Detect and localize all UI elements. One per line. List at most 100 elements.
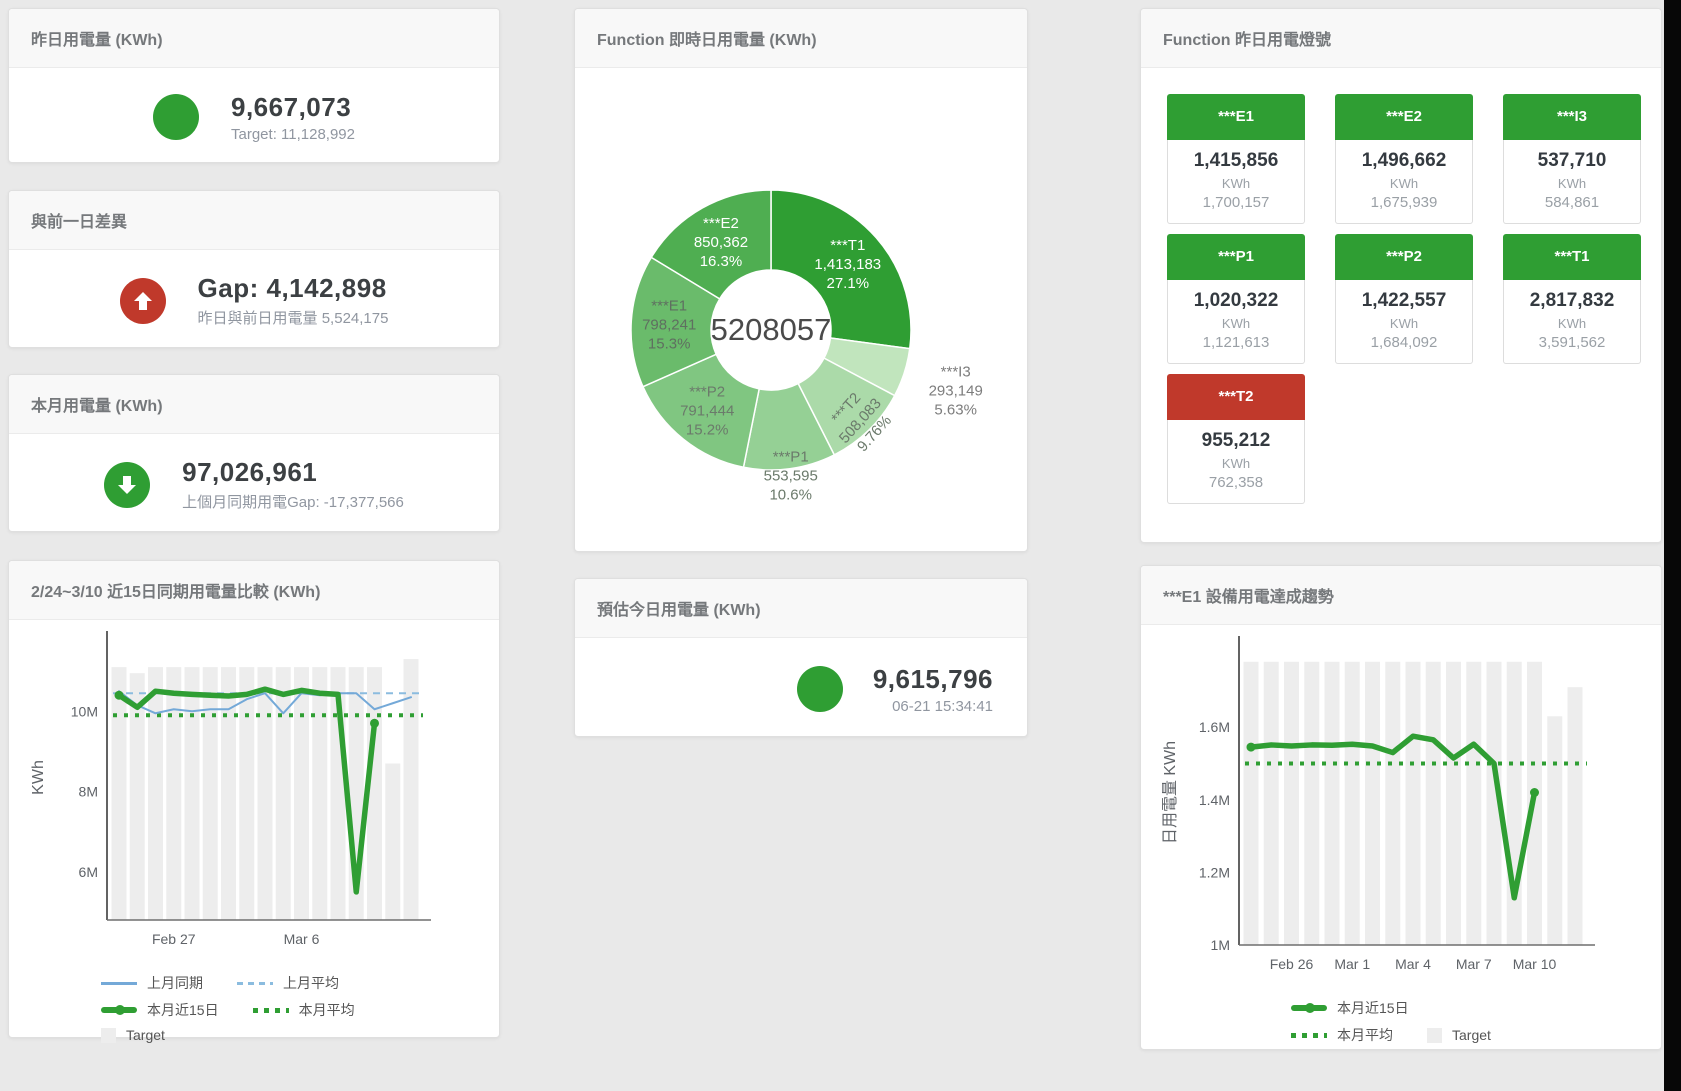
y-tick-label: 1.6M (1199, 719, 1230, 735)
target-bar (1243, 661, 1259, 945)
lamp-tile-T1[interactable]: ***T1 2,817,832 KWh 3,591,562 (1503, 234, 1641, 364)
x-tick-label: Mar 6 (284, 931, 320, 947)
tile-status-header: ***E1 (1167, 94, 1305, 140)
series-endpoint-marker (370, 718, 379, 728)
tile-status-header: ***E2 (1335, 94, 1473, 140)
y-tick-label: 1.2M (1199, 864, 1230, 880)
trend-svg: 1M 1.2M 1.4M 1.6M 日用電量 KWh Feb 26 Mar 1 Mar 4 Ma… (1162, 636, 1595, 972)
legend-label: Target (126, 1027, 165, 1043)
lamp-tile-grid: ***E1 1,415,856 KWh 1,700,157 ***E2 1,496,662… (1141, 68, 1661, 504)
card-title: Function 即時日用電量 (KWh) (575, 9, 1027, 68)
target-bar (1263, 661, 1279, 945)
tile-value: 537,710 (1537, 150, 1607, 171)
y-axis-label: KWh (30, 760, 47, 795)
target-bar (1446, 661, 1461, 945)
tile-body: 2,817,832 KWh 3,591,562 (1503, 280, 1641, 364)
lamp-tile-E2[interactable]: ***E2 1,496,662 KWh 1,675,939 (1335, 94, 1473, 224)
card-title: ***E1 設備用電達成趨勢 (1141, 566, 1661, 625)
tile-target: 3,591,562 (1538, 334, 1606, 351)
gap-value: Gap: 4,142,898 (197, 273, 387, 303)
donut-slice-E1[interactable] (630, 256, 721, 388)
legend-item-上月平均[interactable]: 上月平均 (237, 973, 339, 993)
donut-center-total: 5208057 (711, 312, 832, 347)
legend-label: 上月同期 (147, 975, 203, 991)
donut-slice-label: ***P1 553,595 10.6% (764, 449, 818, 504)
legend-item-本月近15日[interactable]: 本月近15日 (1291, 998, 1409, 1018)
legend-item-Target[interactable]: Target (1427, 1025, 1491, 1045)
card-title: Function 昨日用電燈號 (1141, 9, 1661, 68)
target-bar (1405, 661, 1421, 945)
tile-body: 955,212 KWh 762,358 (1167, 420, 1305, 504)
tile-label: ***E1 (1218, 108, 1254, 125)
legend-label: 上月平均 (283, 975, 339, 991)
lamp-tile-I3[interactable]: ***I3 537,710 KWh 584,861 (1503, 94, 1641, 224)
target-bar (1344, 661, 1360, 945)
tile-body: 1,496,662 KWh 1,675,939 (1335, 140, 1473, 224)
legend-item-本月平均[interactable]: 本月平均 (252, 1000, 355, 1020)
lamp-tile-P2[interactable]: ***P2 1,422,557 KWh 1,684,092 (1335, 234, 1473, 364)
series-line-本月近15日 (116, 686, 378, 895)
status-circle-icon (796, 666, 843, 712)
y-tick-label: 1.4M (1199, 792, 1230, 808)
x-tick-label: Mar 1 (1334, 956, 1370, 972)
status-circle-icon (153, 94, 199, 140)
target-bar (367, 667, 382, 920)
card-lamp-panel: Function 昨日用電燈號 ***E1 1,415,856 KWh 1,700,1… (1140, 8, 1662, 543)
target-bar (111, 667, 127, 920)
legend-swatch (101, 981, 137, 985)
card-month-usage: 本月用電量 (KWh) 97,026,961 上個月同期用電Gap: -17,3… (8, 374, 500, 532)
legend-swatch (252, 1007, 289, 1013)
donut-slice-label: ***I3 293,149 5.63% (929, 363, 983, 418)
legend-item-本月平均[interactable]: 本月平均 (1291, 1025, 1393, 1045)
tile-target: 1,121,613 (1202, 334, 1270, 351)
legend-item-本月近15日[interactable]: 本月近15日 (101, 1000, 219, 1020)
tile-unit: KWh (1221, 456, 1251, 471)
target-bar (239, 667, 255, 920)
donut-slice-P2[interactable] (642, 353, 761, 469)
yesterday-value: 9,667,073 (231, 91, 352, 122)
tile-target: 1,675,939 (1370, 194, 1438, 211)
legend-item-Target[interactable]: Target (101, 1027, 165, 1043)
tile-unit: KWh (1557, 176, 1587, 191)
donut-svg: ***T1 1,413,183 27.1%***I3 293,149 5.63%***T… (630, 189, 983, 504)
donut-slice-E2[interactable] (650, 189, 772, 300)
tile-label: ***T2 (1218, 388, 1254, 405)
card-title: 預估今日用電量 (KWh) (575, 579, 1027, 638)
target-bar (221, 667, 236, 920)
target-bar (184, 667, 200, 920)
target-bar (1324, 661, 1340, 945)
donut-chart: ***T1 1,413,183 27.1% ***I3 293,149 5.63% ***T… (575, 68, 1027, 547)
target-bar (1547, 716, 1563, 945)
comparison-line-chart: 6M 8M 10M KWh Feb 27 Mar 6 上月同期 上月平均 本月近15日 本月平均 T… (9, 620, 499, 1043)
target-bar (312, 667, 328, 920)
screen-edge-strip (1664, 0, 1681, 1091)
tile-label: ***P1 (1218, 248, 1254, 265)
legend-label: 本月平均 (298, 1002, 355, 1018)
target-bar (1466, 661, 1482, 945)
yesterday-target: Target: 11,128,992 (231, 125, 355, 143)
donut-slice-label: ***P2 791,444 15.2% (680, 384, 734, 439)
tile-unit: KWh (1389, 176, 1419, 191)
tile-status-header: ***T2 (1167, 374, 1305, 420)
tile-status-header: ***I3 (1503, 94, 1641, 140)
legend-label: 本月平均 (1337, 1027, 1393, 1043)
y-axis-label: 日用電量 KWh (1162, 741, 1179, 844)
donut-slice-T1[interactable] (770, 189, 912, 350)
donut-slice-label: ***E1 798,241 15.3% (642, 297, 696, 352)
legend-swatch (1427, 1027, 1442, 1043)
tile-target: 762,358 (1208, 474, 1264, 491)
tile-label: ***T1 (1554, 248, 1590, 265)
target-bar (275, 667, 291, 920)
y-tick-label: 10M (71, 703, 98, 719)
lamp-tile-E1[interactable]: ***E1 1,415,856 KWh 1,700,157 (1167, 94, 1305, 224)
tile-target: 1,684,092 (1370, 334, 1438, 351)
legend-swatch (101, 1005, 137, 1015)
lamp-tile-P1[interactable]: ***P1 1,020,322 KWh 1,121,613 (1167, 234, 1305, 364)
target-bar (148, 667, 163, 920)
lamp-tile-T2[interactable]: ***T2 955,212 KWh 762,358 (1167, 374, 1305, 504)
target-bar (1567, 687, 1583, 945)
legend-item-上月同期[interactable]: 上月同期 (101, 973, 203, 993)
legend-swatch (237, 981, 273, 985)
target-bar (1365, 661, 1380, 945)
target-bar (129, 673, 145, 920)
